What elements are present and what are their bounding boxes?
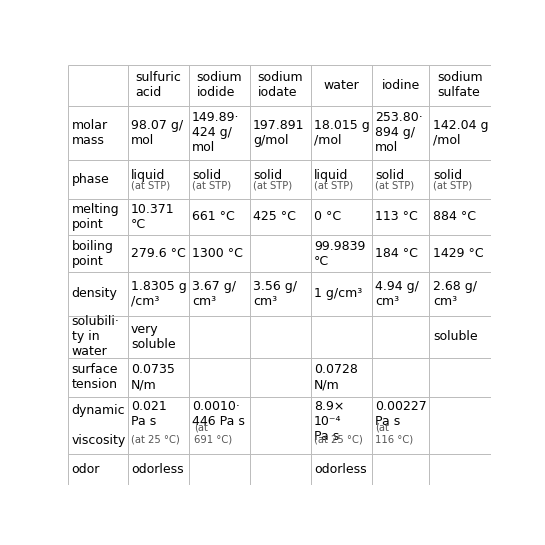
Text: 1300 °C: 1300 °C xyxy=(192,247,243,261)
Text: solid: solid xyxy=(433,169,462,183)
Text: 0.0735
N/m: 0.0735 N/m xyxy=(131,364,175,391)
Text: 884 °C: 884 °C xyxy=(433,210,476,223)
Text: (at STP): (at STP) xyxy=(192,180,231,190)
Text: soluble: soluble xyxy=(433,330,477,343)
Text: surface
tension: surface tension xyxy=(71,364,118,391)
Text: 8.9×
10⁻⁴
Pa s: 8.9× 10⁻⁴ Pa s xyxy=(314,400,344,443)
Text: solubili·
ty in
water: solubili· ty in water xyxy=(71,316,119,358)
Text: 0.00227
Pa s: 0.00227 Pa s xyxy=(375,400,427,428)
Text: sodium
iodide: sodium iodide xyxy=(196,71,242,99)
Text: molar
mass: molar mass xyxy=(71,119,107,147)
Text: very
soluble: very soluble xyxy=(131,323,175,351)
Text: (at STP): (at STP) xyxy=(375,180,414,190)
Text: odorless: odorless xyxy=(314,463,367,476)
Text: 18.015 g
/mol: 18.015 g /mol xyxy=(314,119,370,147)
Text: iodine: iodine xyxy=(382,79,420,92)
Text: 2.68 g/
cm³: 2.68 g/ cm³ xyxy=(433,280,477,308)
Text: boiling
point: boiling point xyxy=(71,240,113,268)
Text: 99.9839
°C: 99.9839 °C xyxy=(314,240,366,268)
Text: (at
116 °C): (at 116 °C) xyxy=(375,423,413,444)
Text: 0.0010·
446 Pa s: 0.0010· 446 Pa s xyxy=(192,400,245,428)
Text: 3.67 g/
cm³: 3.67 g/ cm³ xyxy=(192,280,236,308)
Text: 10.371
°C: 10.371 °C xyxy=(131,203,175,231)
Text: (at 25 °C): (at 25 °C) xyxy=(314,434,363,444)
Text: sulfuric
acid: sulfuric acid xyxy=(135,71,181,99)
Text: (at STP): (at STP) xyxy=(131,180,170,190)
Text: (at
691 °C): (at 691 °C) xyxy=(194,423,232,444)
Text: solid: solid xyxy=(192,169,221,183)
Text: 3.56 g/
cm³: 3.56 g/ cm³ xyxy=(253,280,297,308)
Text: 113 °C: 113 °C xyxy=(375,210,418,223)
Text: sodium
sulfate: sodium sulfate xyxy=(437,71,483,99)
Text: 1429 °C: 1429 °C xyxy=(433,247,483,261)
Text: water: water xyxy=(323,79,359,92)
Text: 1 g/cm³: 1 g/cm³ xyxy=(314,287,362,300)
Text: 0.021
Pa s: 0.021 Pa s xyxy=(131,400,167,428)
Text: liquid: liquid xyxy=(314,169,348,183)
Text: 0.0728
N/m: 0.0728 N/m xyxy=(314,364,358,391)
Text: melting
point: melting point xyxy=(71,203,119,231)
Text: 149.89·
424 g/
mol: 149.89· 424 g/ mol xyxy=(192,111,240,154)
Text: 4.94 g/
cm³: 4.94 g/ cm³ xyxy=(375,280,419,308)
Text: solid: solid xyxy=(253,169,282,183)
Text: (at STP): (at STP) xyxy=(433,180,472,190)
Text: (at STP): (at STP) xyxy=(314,180,353,190)
Text: 197.891
g/mol: 197.891 g/mol xyxy=(253,119,305,147)
Text: 184 °C: 184 °C xyxy=(375,247,418,261)
Text: 425 °C: 425 °C xyxy=(253,210,296,223)
Text: 279.6 °C: 279.6 °C xyxy=(131,247,186,261)
Text: 0 °C: 0 °C xyxy=(314,210,341,223)
Text: 142.04 g
/mol: 142.04 g /mol xyxy=(433,119,488,147)
Text: phase: phase xyxy=(71,173,109,186)
Text: 1.8305 g
/cm³: 1.8305 g /cm³ xyxy=(131,280,187,308)
Text: 98.07 g/
mol: 98.07 g/ mol xyxy=(131,119,183,147)
Text: solid: solid xyxy=(375,169,404,183)
Text: 253.80·
894 g/
mol: 253.80· 894 g/ mol xyxy=(375,111,423,154)
Text: density: density xyxy=(71,287,117,300)
Text: (at 25 °C): (at 25 °C) xyxy=(131,434,180,444)
Text: sodium
iodate: sodium iodate xyxy=(257,71,303,99)
Text: (at STP): (at STP) xyxy=(253,180,292,190)
Text: odor: odor xyxy=(71,463,100,476)
Text: liquid: liquid xyxy=(131,169,166,183)
Text: odorless: odorless xyxy=(131,463,184,476)
Text: 661 °C: 661 °C xyxy=(192,210,235,223)
Text: dynamic

viscosity: dynamic viscosity xyxy=(71,404,126,447)
